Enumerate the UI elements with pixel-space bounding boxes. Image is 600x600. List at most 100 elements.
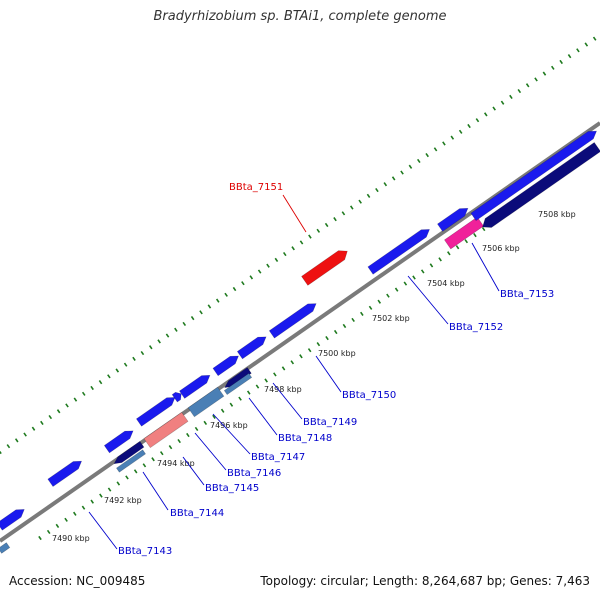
outer-ring-dot bbox=[182, 321, 187, 327]
outer-ring-dot bbox=[241, 281, 245, 286]
gene-block bbox=[116, 449, 146, 473]
outer-ring-dot bbox=[274, 257, 279, 262]
outer-ring-dot bbox=[115, 368, 120, 373]
gene-label-bbta-7143: BBta_7143 bbox=[118, 546, 172, 557]
accession-text: Accession: NC_009485 bbox=[9, 574, 146, 588]
outer-ring-dot bbox=[199, 310, 203, 315]
inner-ring-dot bbox=[360, 311, 364, 316]
outer-ring-dot bbox=[467, 123, 471, 129]
outer-ring-dot bbox=[132, 356, 136, 361]
outer-ring-dot bbox=[316, 228, 321, 233]
outer-ring-dot bbox=[383, 182, 388, 187]
inner-ring-dot bbox=[238, 396, 242, 401]
scale-tick-label: 7494 kbp bbox=[157, 459, 195, 468]
outer-ring-dot bbox=[442, 141, 446, 146]
gene-leader-line bbox=[182, 456, 205, 486]
inner-ring-dot bbox=[325, 335, 329, 341]
inner-ring-dot bbox=[273, 372, 277, 377]
outer-ring-dot bbox=[551, 65, 555, 70]
outer-ring-dot bbox=[341, 211, 346, 216]
gene-label-bbta-7145: BBta_7145 bbox=[205, 483, 259, 494]
inner-ring-dot bbox=[351, 317, 355, 323]
outer-ring-dot bbox=[107, 374, 111, 379]
outer-ring-dot bbox=[140, 350, 145, 356]
outer-ring-dot bbox=[56, 409, 61, 414]
outer-ring-dot bbox=[266, 263, 270, 268]
outer-ring-dot bbox=[40, 420, 44, 425]
gene-arrow bbox=[236, 336, 267, 360]
inner-ring-dot bbox=[464, 239, 469, 244]
outer-ring-dot bbox=[576, 48, 580, 53]
inner-ring-dot bbox=[99, 493, 103, 498]
outer-ring-dot bbox=[416, 158, 421, 164]
outer-ring-dot bbox=[31, 426, 36, 431]
outer-ring-dot bbox=[366, 193, 371, 198]
gene-label-bbta-7152: BBta_7152 bbox=[449, 322, 503, 333]
outer-ring-dot bbox=[299, 240, 304, 245]
outer-ring-dot bbox=[232, 286, 237, 292]
gene-leader-line bbox=[407, 275, 449, 325]
inner-ring-dot bbox=[72, 511, 77, 516]
inner-ring-dot bbox=[212, 414, 216, 419]
outer-ring-dot bbox=[324, 222, 329, 228]
gene-arrow bbox=[135, 397, 176, 427]
scale-tick-label: 7490 kbp bbox=[52, 534, 90, 543]
outer-ring-dot bbox=[400, 170, 404, 175]
inner-ring-dot bbox=[455, 245, 460, 250]
inner-ring-dot bbox=[473, 233, 477, 238]
inner-ring-dot bbox=[403, 281, 408, 286]
outer-ring-dot bbox=[391, 176, 396, 181]
gene-arrow bbox=[470, 130, 597, 221]
outer-ring-dot bbox=[517, 88, 522, 94]
gene-leader-line bbox=[315, 355, 342, 393]
inner-ring-dot bbox=[394, 287, 399, 292]
scale-tick-label: 7492 kbp bbox=[104, 496, 142, 505]
inner-ring-dot bbox=[342, 323, 347, 329]
inner-ring-dot bbox=[481, 226, 486, 232]
outer-ring-dot bbox=[509, 94, 513, 100]
outer-ring-dot bbox=[308, 234, 312, 239]
inner-ring-dot bbox=[203, 420, 208, 425]
inner-ring-dot bbox=[290, 360, 295, 365]
scale-ticks: 7490 kbp 7492 kbp 7494 kbp 7496 kbp 7498 kbp… bbox=[52, 210, 576, 543]
inner-ring-dot bbox=[194, 426, 199, 432]
outer-ring-dot bbox=[584, 42, 589, 47]
outer-ring-dot bbox=[333, 217, 337, 222]
outer-ring-dot bbox=[525, 83, 530, 88]
outer-ring-dot bbox=[48, 414, 53, 420]
inner-ring-dot bbox=[299, 354, 303, 359]
gene-label-bbta-7144: BBta_7144 bbox=[170, 508, 224, 519]
outer-ring-dot bbox=[433, 147, 438, 152]
outer-ring-dot bbox=[0, 450, 2, 455]
outer-ring-dot bbox=[592, 36, 597, 41]
inner-ring-dot bbox=[168, 445, 173, 450]
gene-leader-line bbox=[212, 413, 251, 455]
gene-leader-line bbox=[272, 382, 303, 420]
outer-ring-dot bbox=[81, 391, 86, 396]
outer-ring-dot bbox=[291, 246, 295, 251]
inner-ring-dot bbox=[264, 378, 268, 383]
outer-ring-dot bbox=[23, 432, 27, 437]
inner-ring-dot bbox=[420, 269, 425, 274]
gene-arrow bbox=[179, 374, 211, 399]
inner-ring-dot bbox=[55, 523, 60, 528]
gene-arrow bbox=[103, 430, 134, 454]
gene-block bbox=[187, 386, 225, 418]
gene-label-bbta-7147: BBta_7147 bbox=[251, 452, 305, 463]
genome-summary-text: Topology: circular; Length: 8,264,687 bp… bbox=[260, 574, 590, 588]
gene-arrow bbox=[268, 303, 317, 339]
inner-ring-dot bbox=[368, 305, 373, 310]
gene-arrow bbox=[113, 440, 145, 465]
inner-ring-dot bbox=[246, 390, 251, 395]
gene-label-bbta-7153: BBta_7153 bbox=[500, 289, 554, 300]
outer-ring-dot bbox=[559, 59, 563, 65]
outer-ring-dot bbox=[98, 380, 103, 385]
gene-label-bbta-7151: BBta_7151 bbox=[229, 182, 283, 193]
outer-ring-dot bbox=[500, 100, 505, 105]
scale-tick-label: 7506 kbp bbox=[482, 244, 520, 253]
inner-ring-dot bbox=[281, 366, 286, 371]
inner-ring-dot bbox=[125, 475, 129, 480]
outer-ring-dot bbox=[165, 333, 170, 338]
gene-labels: BBta_7143 BBta_7144 BBta_7145 BBta_7146 BBta… bbox=[88, 182, 554, 557]
inner-ring-dot bbox=[116, 481, 121, 486]
